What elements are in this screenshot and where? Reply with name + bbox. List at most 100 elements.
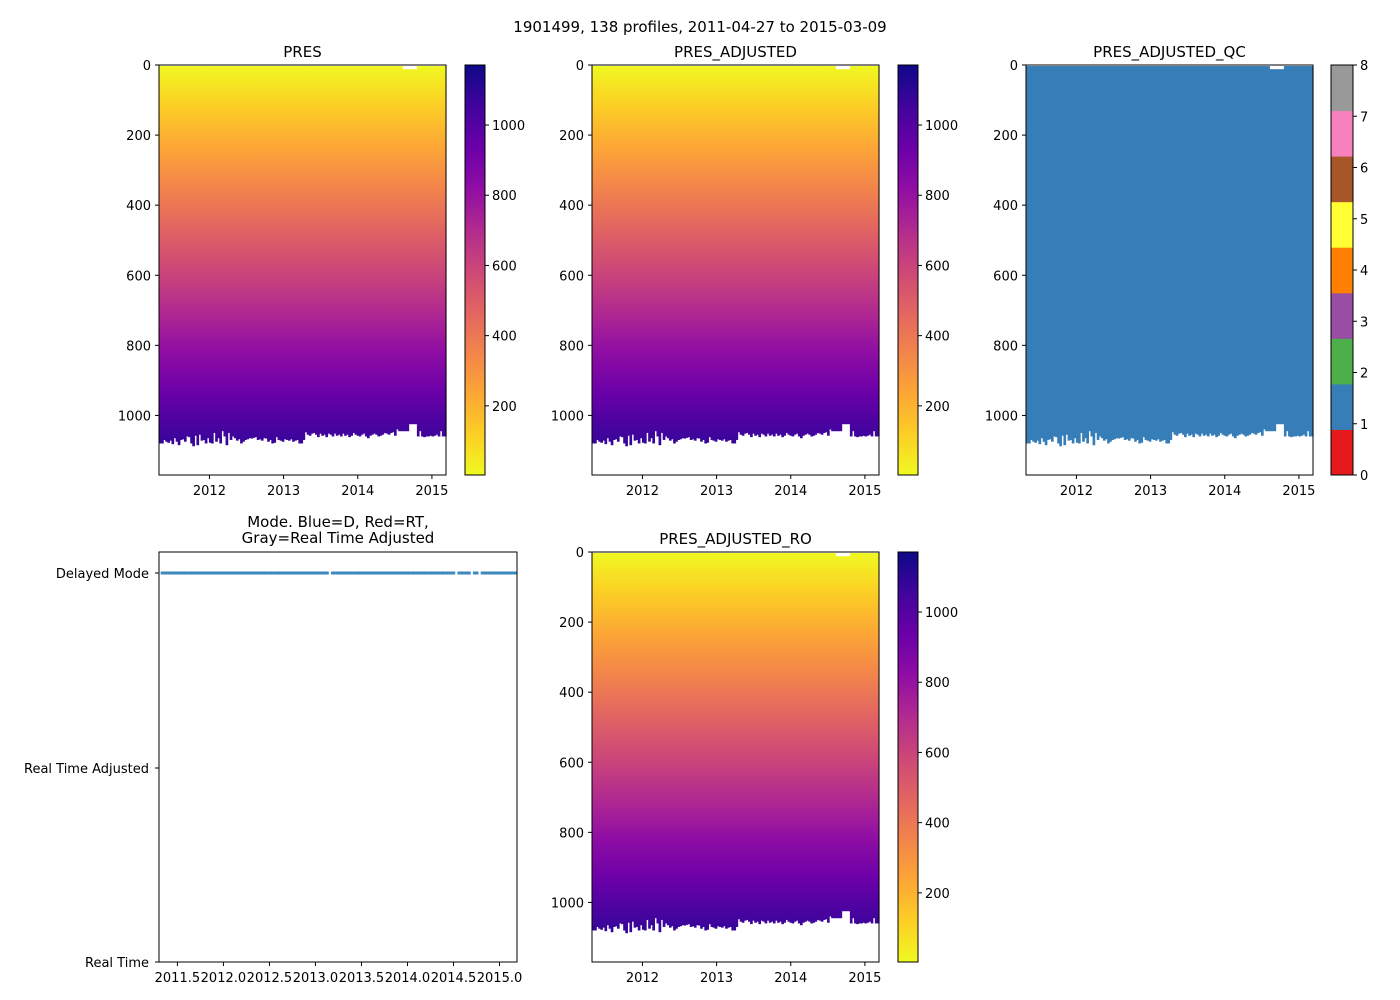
mode-marker — [398, 571, 402, 575]
profile-column — [206, 66, 210, 439]
profile-column — [1129, 66, 1133, 439]
mode-marker — [232, 571, 236, 575]
colorbar-tick-label: 400 — [492, 330, 517, 345]
x-tick-label: 2014 — [341, 484, 374, 499]
profile-column — [244, 66, 247, 440]
profile-column — [1050, 66, 1054, 442]
profile-column — [799, 66, 803, 439]
x-tick-label: 2012 — [193, 484, 226, 499]
profile-column — [648, 66, 651, 442]
profile-column — [671, 553, 674, 927]
y-tick-label: 400 — [559, 199, 584, 214]
profile-column — [851, 553, 855, 919]
y-tick-label: 1000 — [985, 409, 1018, 424]
panel-pres-adjusted: PRES_ADJUSTED 0 200 400 600 800 1000 2012 2013 20… — [551, 43, 958, 499]
profile-column — [829, 66, 832, 430]
profile-column — [837, 556, 841, 919]
mode-marker — [336, 571, 340, 575]
mode-marker — [292, 571, 296, 575]
profile-column — [758, 553, 762, 925]
profile-column — [1261, 66, 1264, 436]
profile-column — [791, 553, 795, 924]
profile-column — [1256, 66, 1260, 433]
y-tick-label: 0 — [576, 546, 584, 561]
mode-marker — [377, 571, 381, 575]
profile-column — [1127, 66, 1131, 441]
profile-column — [1242, 66, 1245, 435]
profile-column — [1107, 66, 1110, 444]
profile-column — [1115, 66, 1119, 439]
y-tick-label: 400 — [559, 686, 584, 701]
profile-column — [816, 553, 820, 920]
mode-marker — [511, 571, 515, 575]
mode-marker — [225, 571, 229, 575]
mode-marker — [460, 571, 464, 575]
profile-column — [851, 66, 855, 432]
profile-column — [1225, 66, 1229, 437]
mode-marker — [410, 571, 414, 575]
y-tick-label: 200 — [993, 129, 1018, 144]
profile-column — [181, 66, 185, 440]
mode-marker — [287, 571, 291, 575]
profile-column — [747, 66, 751, 435]
profile-column — [866, 66, 870, 436]
mode-marker — [276, 571, 280, 575]
profile-column — [1265, 66, 1268, 432]
y-tick-label: 0 — [143, 59, 151, 74]
profile-column — [1030, 66, 1033, 440]
mode-marker — [475, 571, 479, 575]
profile-column — [1181, 66, 1185, 435]
profile-column — [275, 66, 279, 438]
profile-column — [845, 556, 849, 912]
profile-column — [198, 66, 202, 435]
profile-column — [433, 66, 437, 436]
profile-column — [596, 66, 599, 440]
profile-column — [1092, 66, 1096, 446]
profile-column — [608, 553, 612, 929]
colorbar-bin — [1331, 110, 1353, 157]
profile-column — [677, 66, 680, 440]
mode-marker — [305, 571, 309, 575]
profile-column — [631, 553, 635, 922]
profile-column — [716, 66, 720, 440]
profile-column — [1252, 66, 1256, 434]
profile-column — [159, 66, 162, 444]
colorbar-tick-label: 8 — [1360, 59, 1368, 74]
profile-column — [777, 553, 780, 923]
profile-column — [283, 66, 287, 440]
profile-column — [785, 553, 789, 920]
y-tick-label: 800 — [126, 339, 151, 354]
profile-column — [856, 66, 859, 438]
profile-column — [163, 66, 166, 440]
profile-column — [1175, 66, 1179, 436]
profile-column — [1165, 66, 1169, 444]
mode-marker — [320, 571, 324, 575]
profile-column — [818, 553, 822, 921]
profile-column — [706, 66, 710, 443]
profile-column — [1061, 66, 1065, 436]
colorbar-tick-label: 800 — [492, 189, 517, 204]
x-tick-label: 2013 — [267, 484, 300, 499]
profile-column — [292, 66, 295, 442]
profile-column — [858, 553, 861, 924]
profile-column — [704, 66, 707, 444]
profile-column — [675, 66, 678, 442]
profile-column — [418, 66, 422, 432]
profile-column — [1244, 66, 1248, 437]
profile-column — [762, 553, 766, 922]
colorbar-tick-label: 2 — [1360, 367, 1368, 382]
profile-column — [822, 66, 826, 433]
profile-column — [795, 66, 799, 434]
mode-marker — [447, 571, 451, 575]
profile-column — [1028, 66, 1031, 444]
profile-column — [737, 66, 741, 433]
profile-column — [1221, 66, 1225, 435]
profile-column — [770, 66, 774, 435]
profile-column — [281, 66, 285, 442]
colorbar-tick-label: 4 — [1360, 264, 1368, 279]
mode-marker — [318, 571, 322, 575]
profile-column — [200, 66, 204, 441]
profile-column — [192, 66, 195, 447]
y-tick-label: 600 — [993, 269, 1018, 284]
mode-marker — [186, 571, 190, 575]
